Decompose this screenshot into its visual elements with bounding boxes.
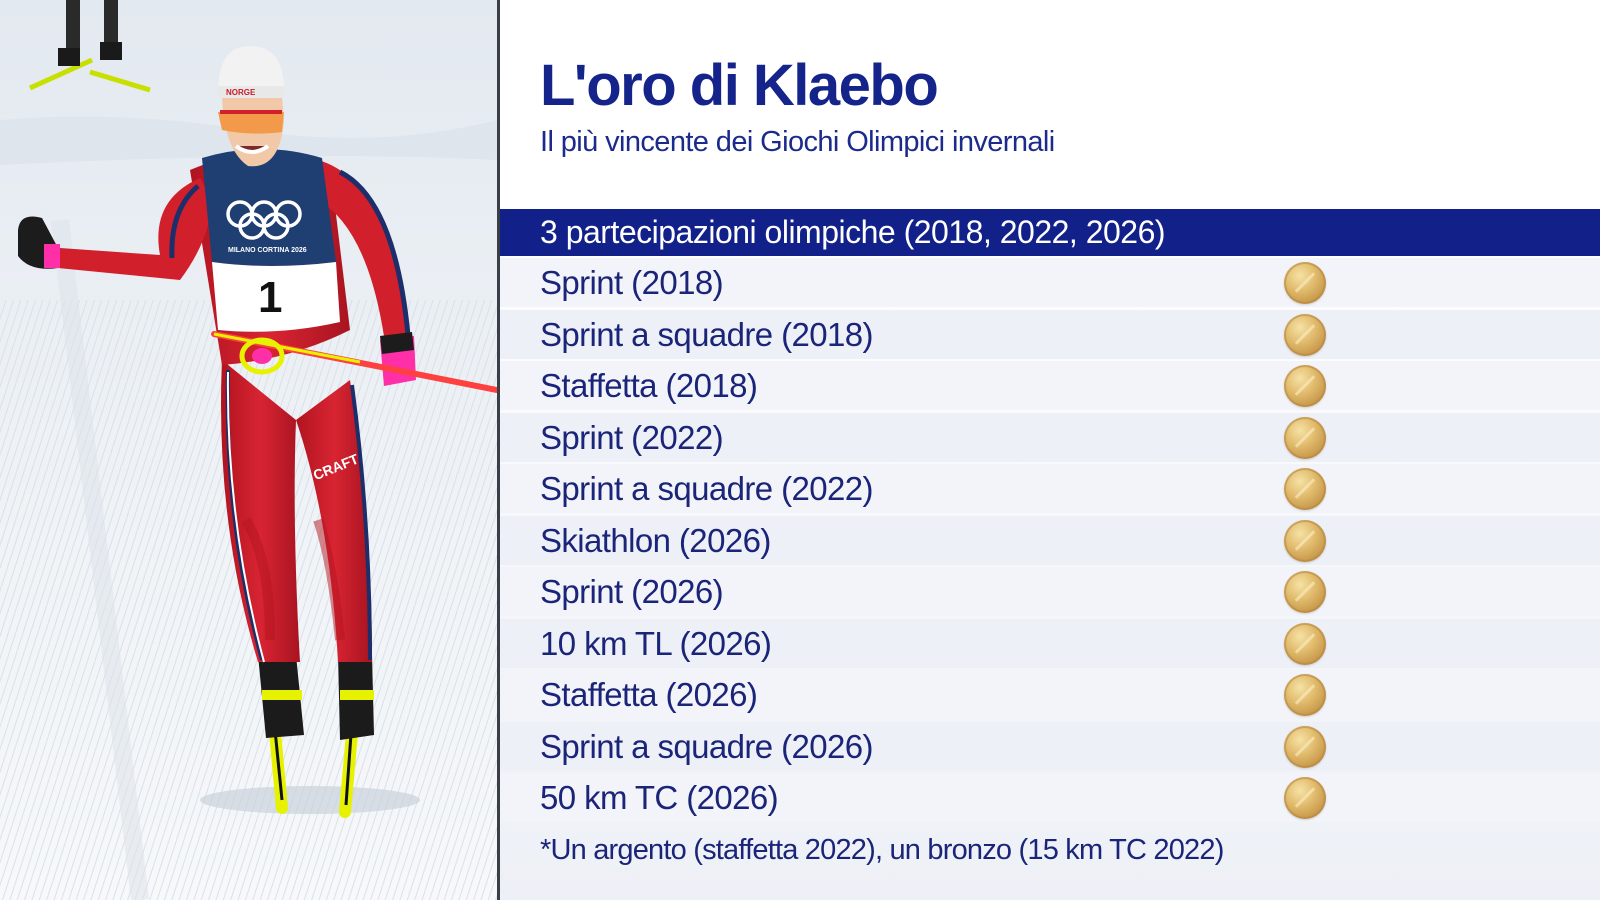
racing-suit-legs: CRAFT bbox=[221, 360, 372, 663]
graphic-title: L'oro di Klaebo bbox=[540, 53, 939, 118]
medal-row: 50 km TC (2026) bbox=[500, 773, 1600, 822]
gold-medal-icon bbox=[1284, 622, 1326, 665]
athlete-photo: CRAFT bbox=[0, 0, 497, 900]
gold-medal-icon bbox=[1284, 674, 1326, 716]
ski-pole bbox=[211, 331, 497, 393]
medal-event-label: Staffetta (2018) bbox=[540, 367, 758, 404]
panel-divider bbox=[497, 0, 500, 900]
medal-row: Sprint a squadre (2026) bbox=[500, 721, 1600, 771]
medal-row: Staffetta (2018) bbox=[500, 361, 1600, 410]
participations-header-text: 3 partecipazioni olimpiche (2018, 2022, … bbox=[540, 214, 1166, 250]
medal-event-label: Skiathlon (2026) bbox=[540, 521, 771, 559]
medal-row: Sprint a squadre (2018) bbox=[500, 309, 1600, 359]
gold-medal-icon bbox=[1284, 468, 1326, 510]
medal-row: Skiathlon (2026) bbox=[500, 515, 1600, 565]
gold-medal-icon bbox=[1284, 571, 1326, 613]
medal-event-label: Sprint (2026) bbox=[540, 573, 724, 610]
medal-row: Sprint (2022) bbox=[500, 412, 1600, 462]
olympic-rings-icon bbox=[226, 200, 302, 240]
medals-panel: L'oro di Klaebo Il più vincente dei Gioc… bbox=[500, 0, 1600, 900]
footnote: *Un argento (staffetta 2022), un bronzo … bbox=[540, 834, 1224, 866]
boots bbox=[258, 655, 374, 740]
medal-event-label: 50 km TC (2026) bbox=[540, 779, 779, 816]
medal-row: Staffetta (2026) bbox=[500, 670, 1600, 719]
graphic-subtitle: Il più vincente dei Giochi Olimpici inve… bbox=[540, 126, 1055, 158]
background-skier bbox=[28, 0, 151, 93]
medal-event-label: Sprint a squadre (2026) bbox=[540, 727, 874, 765]
gold-medal-icon bbox=[1284, 777, 1326, 819]
medal-row: Sprint a squadre (2022) bbox=[500, 464, 1600, 513]
race-bib: MILANO CORTINA 2026 1 bbox=[202, 149, 340, 332]
medal-row: 10 km TL (2026) bbox=[500, 618, 1600, 668]
cap-text: NORGE bbox=[226, 88, 256, 97]
bib-number: 1 bbox=[258, 273, 282, 322]
gold-medal-icon bbox=[1284, 365, 1326, 407]
gold-medals-list: Sprint (2018) Sprint a squadre (2018) St… bbox=[500, 258, 1600, 825]
medal-event-label: Staffetta (2026) bbox=[540, 676, 758, 713]
gold-medal-icon bbox=[1284, 725, 1326, 768]
athlete-head: NORGE bbox=[218, 46, 285, 167]
medal-row: Sprint (2018) bbox=[500, 258, 1600, 307]
gold-medal-icon bbox=[1284, 416, 1326, 459]
medal-event-label: Sprint (2018) bbox=[540, 264, 724, 301]
medal-event-label: 10 km TL (2026) bbox=[540, 624, 772, 662]
medal-event-label: Sprint a squadre (2022) bbox=[540, 470, 874, 507]
bib-event-text: MILANO CORTINA 2026 bbox=[228, 247, 307, 254]
medal-event-label: Sprint a squadre (2018) bbox=[540, 315, 874, 353]
gold-medal-icon bbox=[1284, 519, 1326, 562]
participations-header: 3 partecipazioni olimpiche (2018, 2022, … bbox=[500, 209, 1600, 256]
medal-event-label: Sprint (2022) bbox=[540, 418, 724, 456]
gold-medal-icon bbox=[1284, 262, 1326, 304]
gold-medal-icon bbox=[1284, 313, 1326, 356]
medal-row: Sprint (2026) bbox=[500, 567, 1600, 616]
